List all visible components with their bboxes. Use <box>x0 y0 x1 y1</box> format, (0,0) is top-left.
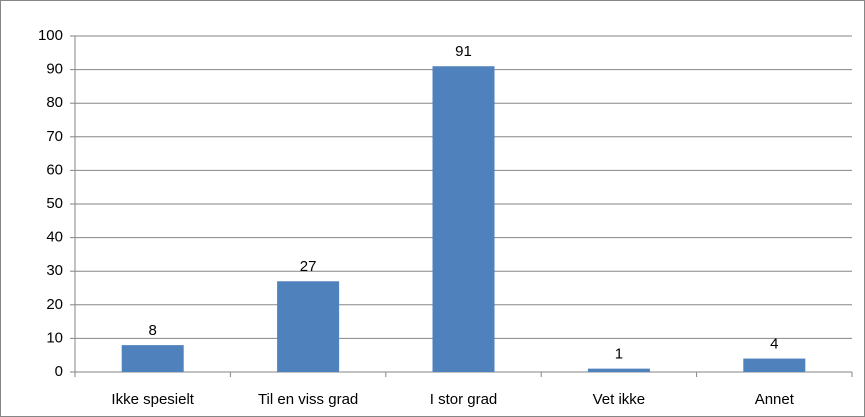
bar <box>277 281 340 372</box>
y-tick-label: 0 <box>55 363 63 380</box>
x-tick-label: Til en viss grad <box>258 391 358 408</box>
data-label: 8 <box>149 322 157 339</box>
y-tick-label: 50 <box>46 195 63 212</box>
x-tick-label: Vet ikke <box>593 391 646 408</box>
data-label: 27 <box>300 258 317 275</box>
bar <box>743 358 806 372</box>
y-tick-label: 90 <box>46 61 63 78</box>
y-tick-label: 70 <box>46 128 63 145</box>
data-label: 4 <box>770 336 778 353</box>
bar <box>432 66 495 373</box>
y-tick-label: 100 <box>38 27 63 44</box>
y-tick-label: 60 <box>46 161 63 178</box>
bar <box>121 345 184 372</box>
y-tick-label: 40 <box>46 229 63 246</box>
x-tick-label: I stor grad <box>430 391 498 408</box>
x-tick-label: Ikke spesielt <box>111 391 194 408</box>
y-tick-label: 80 <box>46 94 63 111</box>
data-label: 1 <box>615 346 623 363</box>
y-tick-label: 10 <box>46 329 63 346</box>
y-tick-label: 30 <box>46 262 63 279</box>
y-tick-label: 20 <box>46 296 63 313</box>
bar <box>587 368 650 372</box>
data-label: 91 <box>455 43 472 60</box>
x-tick-label: Annet <box>755 391 795 408</box>
